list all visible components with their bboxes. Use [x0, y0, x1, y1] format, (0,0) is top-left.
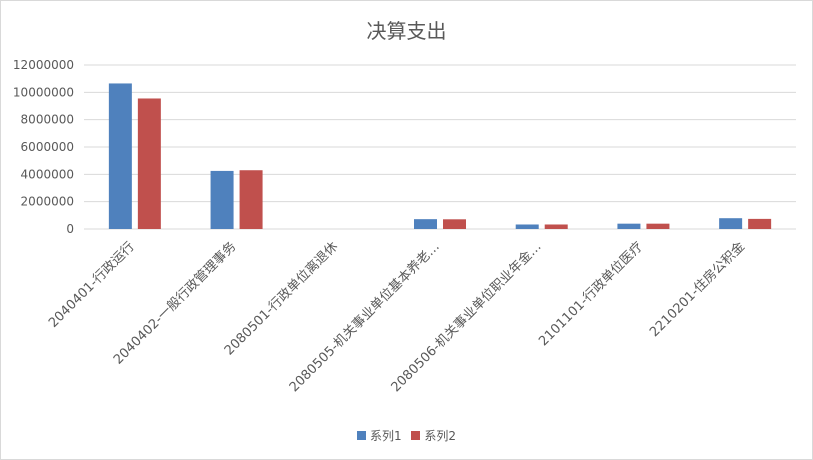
bar-series-1 [617, 223, 641, 229]
y-tick-label: 8000000 [21, 113, 74, 127]
bar-series-2 [646, 223, 670, 229]
legend-swatch-series-2 [411, 431, 421, 440]
bar-series-1 [515, 224, 539, 229]
y-tick-label: 10000000 [13, 85, 74, 99]
bar-series-2 [544, 224, 568, 229]
plot-area: 0 2000000 4000000 6000000 8000000 10000000 120… [13, 58, 796, 395]
bar-series-1 [108, 83, 132, 229]
y-tick-label: 6000000 [21, 140, 74, 154]
y-tick-label: 0 [66, 222, 74, 236]
x-tick-label: 2080501-行政单位离退休 [221, 239, 341, 359]
x-tick-label: 2101101-行政单位医疗 [536, 239, 646, 349]
bar-series-2 [239, 170, 263, 229]
y-tick-label: 2000000 [21, 195, 74, 209]
bar-series-1 [719, 218, 743, 229]
x-tick-label: 2210201-住房公积金 [646, 239, 748, 341]
bar-series-2 [748, 218, 772, 229]
bar-series-2 [443, 219, 466, 229]
legend-swatch-series-1 [356, 431, 366, 440]
legend-item-series-2: 系列2 [411, 427, 456, 444]
legend: 系列1 系列2 [1, 427, 812, 444]
bar-series-1 [210, 170, 234, 229]
legend-item-series-1: 系列1 [356, 427, 402, 444]
x-tick-label: 2040402-一般行政管理事务 [110, 239, 239, 368]
chart-title: 决算支出 [366, 19, 447, 43]
bar-series-2 [137, 98, 161, 229]
x-tick-label: 2040401-行政运行 [46, 239, 138, 331]
y-tick-label: 12000000 [13, 58, 74, 72]
legend-label-series-1: 系列1 [369, 429, 402, 443]
legend-label-series-2: 系列2 [424, 429, 457, 443]
bar-series-1 [414, 219, 437, 229]
y-tick-label: 4000000 [21, 167, 74, 181]
